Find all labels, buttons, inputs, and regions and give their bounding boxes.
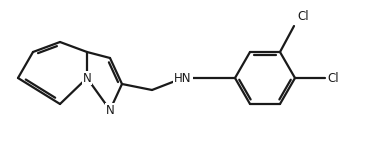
Text: N: N bbox=[82, 71, 91, 85]
Text: N: N bbox=[105, 103, 114, 117]
Text: Cl: Cl bbox=[327, 71, 339, 85]
Text: Cl: Cl bbox=[297, 10, 309, 23]
Text: HN: HN bbox=[174, 71, 192, 85]
